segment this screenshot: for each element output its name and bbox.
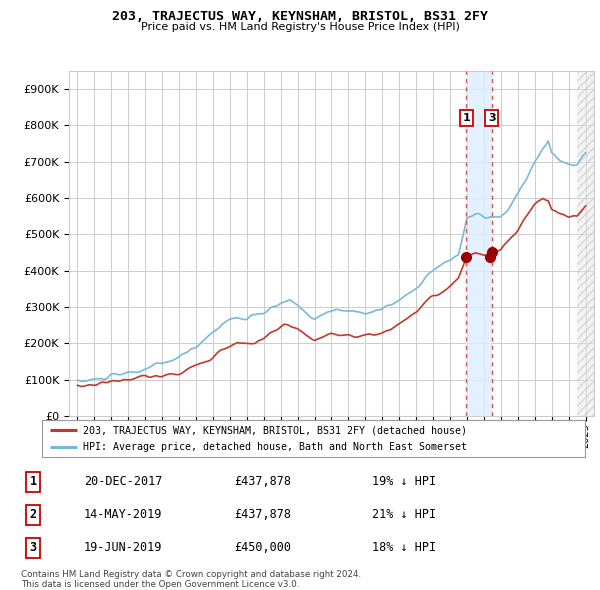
Text: 19-JUN-2019: 19-JUN-2019: [84, 541, 163, 554]
Bar: [466, 71, 492, 416]
Text: 18% ↓ HPI: 18% ↓ HPI: [372, 541, 436, 554]
Text: £437,878: £437,878: [234, 508, 291, 521]
Text: 21% ↓ HPI: 21% ↓ HPI: [372, 508, 436, 521]
Text: 1: 1: [463, 113, 470, 123]
Bar: [577, 71, 594, 416]
Text: 2: 2: [29, 508, 37, 521]
Text: £437,878: £437,878: [234, 476, 291, 489]
Text: Contains HM Land Registry data © Crown copyright and database right 2024.: Contains HM Land Registry data © Crown c…: [21, 570, 361, 579]
Text: Price paid vs. HM Land Registry's House Price Index (HPI): Price paid vs. HM Land Registry's House …: [140, 22, 460, 32]
Text: This data is licensed under the Open Government Licence v3.0.: This data is licensed under the Open Gov…: [21, 580, 299, 589]
Text: 3: 3: [488, 113, 496, 123]
Text: 203, TRAJECTUS WAY, KEYNSHAM, BRISTOL, BS31 2FY: 203, TRAJECTUS WAY, KEYNSHAM, BRISTOL, B…: [112, 10, 488, 23]
Text: £450,000: £450,000: [234, 541, 291, 554]
Text: 19% ↓ HPI: 19% ↓ HPI: [372, 476, 436, 489]
Text: HPI: Average price, detached house, Bath and North East Somerset: HPI: Average price, detached house, Bath…: [83, 442, 467, 452]
Text: 20-DEC-2017: 20-DEC-2017: [84, 476, 163, 489]
Text: 1: 1: [29, 476, 37, 489]
Text: 14-MAY-2019: 14-MAY-2019: [84, 508, 163, 521]
Text: 203, TRAJECTUS WAY, KEYNSHAM, BRISTOL, BS31 2FY (detached house): 203, TRAJECTUS WAY, KEYNSHAM, BRISTOL, B…: [83, 425, 467, 435]
Text: 3: 3: [29, 541, 37, 554]
